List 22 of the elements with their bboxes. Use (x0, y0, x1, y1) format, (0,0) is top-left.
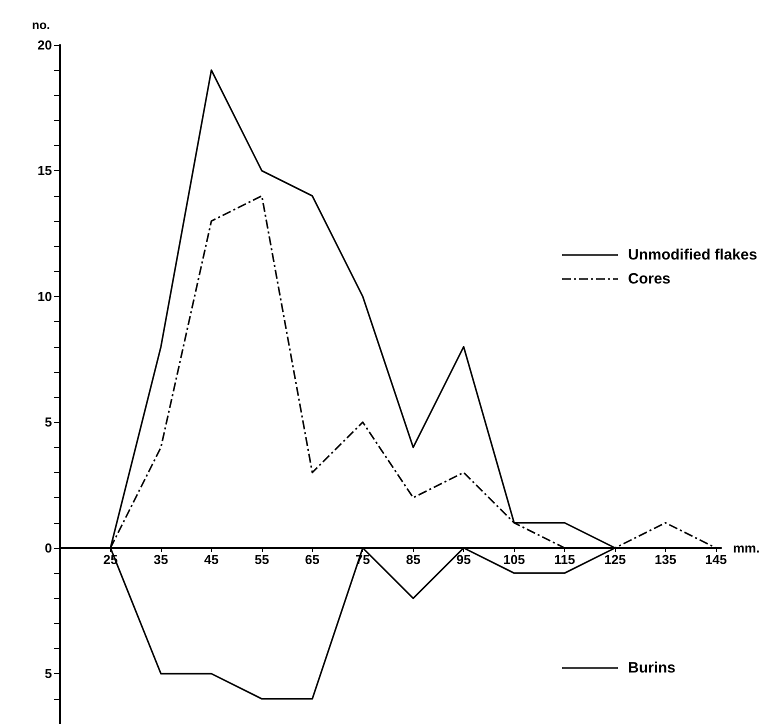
y-tick-label: 0 (44, 540, 52, 556)
y-tick-label: 5 (44, 666, 52, 682)
legend-label: Unmodified flakes (628, 246, 758, 264)
y-axis-title: no. (32, 18, 50, 32)
x-axis-title: mm. (733, 540, 760, 556)
x-tick-label: 125 (604, 552, 626, 567)
y-tick-label: 20 (38, 38, 52, 52)
x-tick-label: 105 (503, 552, 525, 567)
y-tick-label: 5 (44, 414, 52, 430)
y-tick-label: 10 (38, 288, 52, 304)
y-tick-label: 15 (38, 163, 52, 178)
legend-label: Burins (628, 660, 676, 676)
x-tick-label: 145 (705, 552, 727, 567)
x-tick-label: 45 (204, 552, 219, 567)
x-tick-label: 135 (654, 552, 676, 567)
x-tick-label: 65 (305, 552, 320, 567)
x-tick-label: 95 (456, 552, 471, 567)
x-tick-label: 55 (254, 552, 270, 567)
x-tick-label: 85 (406, 552, 420, 567)
x-tick-label: 115 (554, 552, 576, 567)
x-tick-label: 35 (154, 552, 168, 567)
legend-label: Cores (628, 270, 671, 288)
